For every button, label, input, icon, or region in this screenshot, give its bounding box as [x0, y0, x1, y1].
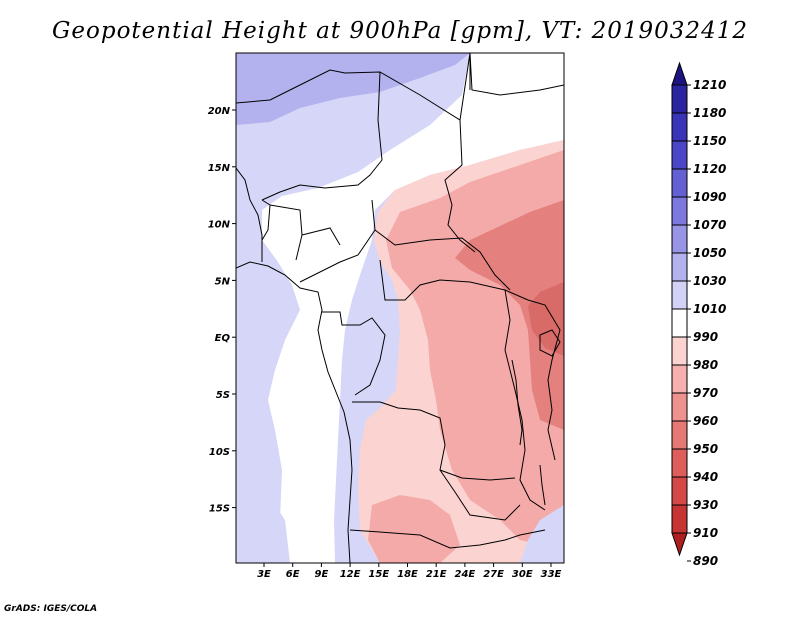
lon-axis: 3E 6E 9E 12E 15E 18E 21E 24E 27E 30E 33E — [257, 563, 562, 580]
border-congo — [379, 259, 529, 301]
lat-tick-label: 5N — [215, 276, 231, 287]
lon-tick-label: 21E — [426, 569, 447, 580]
border-sudan-east — [469, 53, 564, 96]
border-nigeria-cameroon — [299, 199, 376, 283]
lat-tick-label: EQ — [215, 333, 231, 344]
colorbar-swatch — [671, 196, 688, 226]
field-blue-nw — [236, 53, 470, 125]
colorbar-label: 1210 — [693, 78, 726, 92]
border-angola-south — [349, 529, 546, 549]
colorbar-swatch — [671, 280, 688, 310]
field-blue-sw — [236, 480, 290, 563]
border-chad-sudan — [444, 119, 476, 253]
west-borders — [261, 199, 341, 261]
colorbar-label: 1120 — [693, 162, 726, 176]
lon-tick-label: 3E — [257, 569, 271, 580]
colorbar-label: 910 — [693, 526, 718, 540]
colorbar-swatch — [671, 420, 688, 450]
lon-tick-label: 6E — [286, 569, 300, 580]
colorbar-swatch — [671, 252, 688, 282]
lat-tick-label: 15S — [209, 504, 230, 515]
colorbar-swatch — [671, 476, 688, 506]
colorbar-swatch — [671, 224, 688, 254]
lat-tick-label: 10N — [208, 220, 231, 231]
border-niger-chad — [261, 71, 383, 201]
colorbar-label: 1030 — [693, 274, 726, 288]
colorbar-label: 890 — [693, 554, 718, 568]
field-blue-se — [520, 505, 564, 563]
lon-tick-label: 27E — [483, 569, 504, 580]
lat-tick-label: 20N — [208, 106, 231, 117]
border-east — [504, 289, 546, 511]
colorbar-label: 960 — [693, 414, 718, 428]
chart-title: Geopotential Height at 900hPa [gpm], VT:… — [52, 18, 748, 44]
colorbar-swatch — [671, 140, 688, 170]
lon-tick-label: 30E — [512, 569, 533, 580]
colorbar-swatch — [671, 84, 688, 114]
lake-victoria — [539, 329, 561, 357]
lake-tanganyika — [511, 359, 523, 446]
colorbar: 1210 1180 1150 1120 1090 1070 1050 1030 1010 990 9… — [671, 61, 726, 568]
colorbar-swatch — [671, 308, 688, 338]
lat-tick-label: 10S — [209, 447, 230, 458]
coastline — [236, 261, 353, 563]
height-field — [236, 53, 564, 563]
field-red-darkest — [528, 282, 564, 356]
colorbar-swatch — [671, 364, 688, 394]
field-white — [262, 53, 564, 563]
field-red-deep — [455, 200, 564, 430]
colorbar-label: 970 — [693, 386, 718, 400]
credit-text: GrADS: IGES/COLA — [4, 604, 98, 614]
colorbar-swatch — [671, 448, 688, 478]
field-red-sw — [368, 495, 460, 563]
colorbar-swatch — [671, 168, 688, 198]
colorbar-label: 1090 — [693, 190, 726, 204]
lat-tick-label: 15N — [208, 163, 231, 174]
lat-axis: 20N 15N 10N 5N EQ 5S 10S 15S — [208, 106, 236, 515]
colorbar-label: 990 — [693, 330, 718, 344]
border-north — [236, 53, 471, 121]
colorbar-swatch — [671, 112, 688, 142]
border-drc-angola — [352, 401, 516, 481]
lat-tick-label: 5S — [216, 390, 230, 401]
colorbar-label: 940 — [693, 470, 718, 484]
lon-tick-label: 9E — [315, 569, 329, 580]
colorbar-swatch — [671, 504, 688, 534]
colorbar-label: 980 — [693, 358, 718, 372]
lon-tick-label: 18E — [397, 569, 418, 580]
lon-tick-label: 12E — [340, 569, 361, 580]
colorbar-arrow-bottom — [671, 532, 688, 557]
lake-malawi — [539, 464, 546, 506]
colorbar-swatch — [671, 336, 688, 366]
border-zambia — [439, 469, 521, 521]
colorbar-arrow-top — [671, 61, 688, 86]
colorbar-label: 1010 — [693, 302, 726, 316]
colorbar-label: 1050 — [693, 246, 726, 260]
colorbar-swatch — [671, 392, 688, 422]
map-frame — [235, 52, 565, 564]
colorbar-label: 950 — [693, 442, 718, 456]
lon-tick-label: 15E — [368, 569, 389, 580]
border-car — [374, 229, 511, 291]
colorbar-label: 1150 — [693, 134, 726, 148]
border-east-africa — [527, 299, 561, 461]
border-gabon-congo — [322, 311, 386, 396]
borders — [236, 53, 564, 563]
lon-tick-label: 33E — [541, 569, 562, 580]
lon-tick-label: 24E — [455, 569, 476, 580]
colorbar-label: 930 — [693, 498, 718, 512]
colorbar-label: 1070 — [693, 218, 726, 232]
colorbar-label: 1180 — [693, 106, 726, 120]
